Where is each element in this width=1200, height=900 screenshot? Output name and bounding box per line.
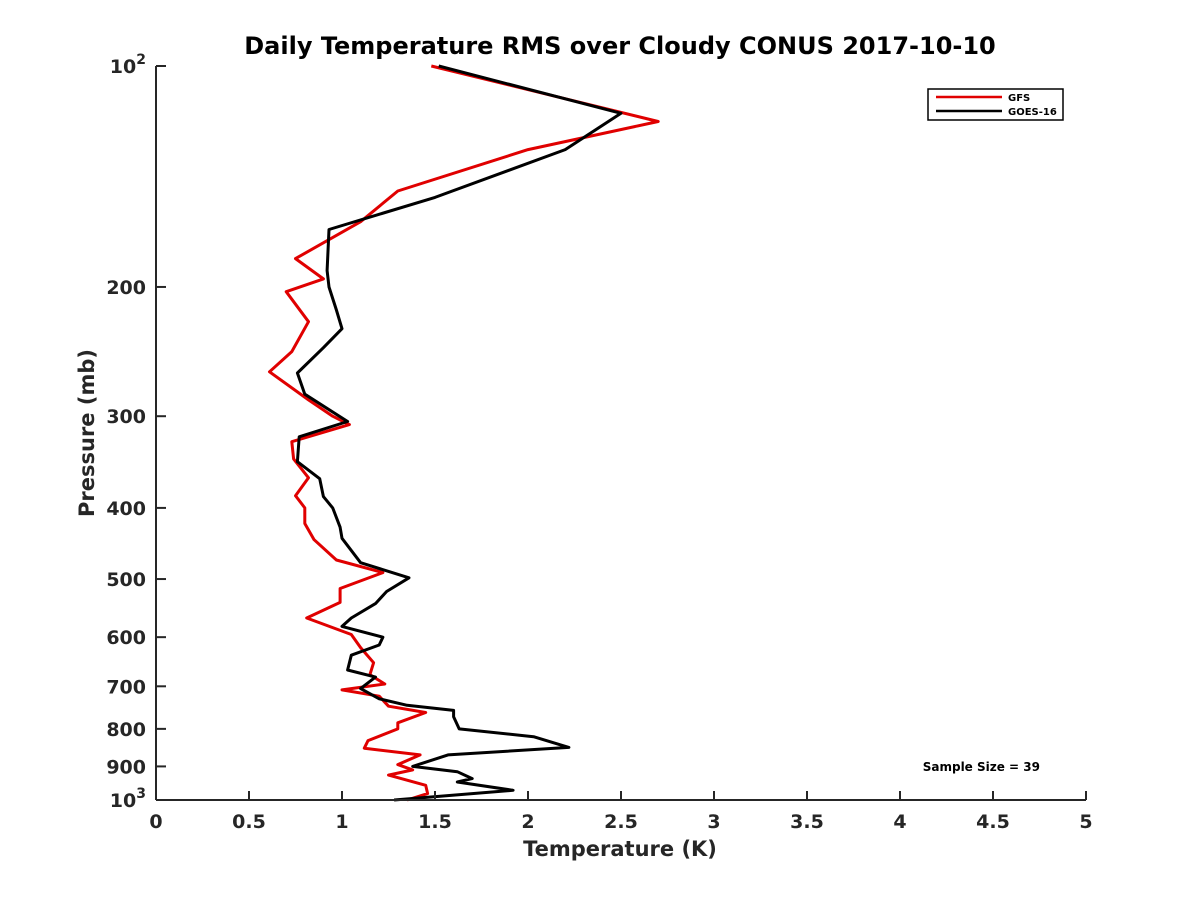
y-axis-label: Pressure (mb): [75, 349, 99, 517]
y-tick-label: 300: [106, 406, 146, 428]
x-tick-label: 1: [335, 811, 348, 833]
y-tick-label: 600: [106, 627, 146, 649]
legend-label-gfs: GFS: [1008, 93, 1030, 104]
y-tick-label: 103: [110, 786, 146, 812]
legend-label-goes16: GOES-16: [1008, 107, 1057, 118]
x-tick-label: 0: [149, 811, 162, 833]
y-tick-label: 700: [106, 676, 146, 698]
x-tick-label: 4: [893, 811, 906, 833]
y-tick-label: 102: [110, 52, 146, 78]
y-tick-label: 200: [106, 277, 146, 299]
x-tick-label: 4.5: [976, 811, 1010, 833]
y-tick-label: 400: [106, 498, 146, 520]
plot-lines: [268, 64, 660, 802]
y-tick-label: 800: [106, 719, 146, 741]
x-axis-label: Temperature (K): [523, 837, 717, 861]
x-tick-label: 3: [707, 811, 720, 833]
series-line-goes16: [295, 64, 623, 802]
legend: GFS GOES-16: [927, 88, 1064, 121]
y-axis-ticks: 102 200 300 400 500 600 700 800 900 103: [106, 52, 166, 812]
x-tick-label: 5: [1079, 811, 1092, 833]
x-tick-label: 2.5: [604, 811, 638, 833]
x-axis-ticks: 0 0.5 1 1.5 2 2.5 3 3.5 4 4.5 5: [149, 791, 1093, 833]
series-line-gfs: [268, 64, 660, 802]
x-tick-label: 0.5: [232, 811, 266, 833]
y-tick-label: 500: [106, 569, 146, 591]
sample-size-annotation: Sample Size = 39: [923, 760, 1040, 774]
chart-title: Daily Temperature RMS over Cloudy CONUS …: [244, 32, 996, 60]
y-tick-label: 900: [106, 756, 146, 778]
x-tick-label: 3.5: [790, 811, 824, 833]
x-tick-label: 1.5: [418, 811, 452, 833]
x-tick-label: 2: [521, 811, 534, 833]
legend-box: [927, 88, 1064, 121]
